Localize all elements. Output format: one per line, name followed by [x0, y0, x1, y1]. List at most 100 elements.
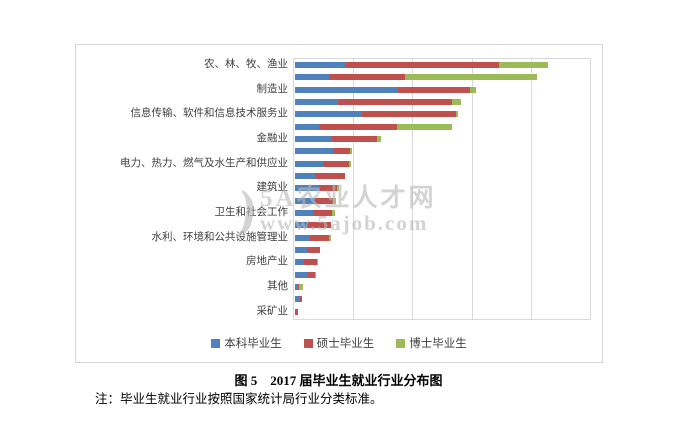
- figure-caption: 图 5 2017 届毕业生就业行业分布图: [234, 373, 443, 388]
- category-label: 其他: [267, 280, 288, 292]
- bar-segment-undergrad: [295, 284, 298, 291]
- legend-label: 硕士毕业生: [316, 338, 375, 350]
- bar-segment-master: [398, 86, 471, 93]
- bars-layer: 农、林、牧、渔业制造业信息传输、软件和信息技术服务业金融业电力、热力、燃气及水生…: [76, 59, 602, 318]
- bar-track: [295, 284, 303, 291]
- bar-segment-doctor: [396, 123, 453, 130]
- bar-segment-doctor: [376, 136, 381, 143]
- gridline: [353, 59, 355, 319]
- legend-swatch-icon: [211, 338, 221, 348]
- legend-swatch-icon: [303, 338, 313, 348]
- bar-segment-doctor: [350, 148, 353, 155]
- bar-track: [295, 234, 332, 241]
- bar-track: [295, 296, 302, 303]
- bar-row: 金融业: [76, 133, 602, 145]
- bar-segment-master: [314, 197, 334, 204]
- bar-track: [295, 259, 319, 266]
- bar-segment-doctor: [299, 284, 303, 291]
- bar-row: 信息传输、软件和信息技术服务业: [76, 108, 602, 120]
- bar-segment-undergrad: [295, 111, 363, 118]
- legend-entry: 本科毕业生: [211, 335, 282, 351]
- bar-track: [295, 62, 549, 69]
- bar-track: [295, 74, 537, 81]
- bar-row: [76, 145, 602, 157]
- bar-track: [295, 173, 345, 180]
- bar-segment-master: [318, 123, 397, 130]
- bar-row: 其他: [76, 281, 602, 293]
- category-label: 水利、环境和公共设施管理业: [151, 231, 289, 243]
- bar-segment-undergrad: [295, 99, 339, 106]
- bar-segment-doctor: [337, 185, 340, 192]
- bar-track: [295, 111, 458, 118]
- bar-segment-master: [308, 222, 332, 229]
- category-label: 农、林、牧、渔业: [204, 58, 288, 70]
- bar-segment-undergrad: [295, 185, 319, 192]
- bar-row: [76, 244, 602, 256]
- legend-swatch-icon: [396, 338, 406, 348]
- bar-row: 房地产业: [76, 256, 602, 268]
- bar-segment-master: [309, 234, 329, 241]
- bar-row: 农、林、牧、渔业: [76, 59, 602, 71]
- bar-segment-master: [295, 308, 298, 315]
- bar-segment-undergrad: [295, 136, 332, 143]
- legend-entry: 硕士毕业生: [303, 335, 375, 351]
- legend-label: 博士毕业生: [409, 338, 467, 350]
- bar-row: [76, 121, 602, 133]
- bar-segment-doctor: [348, 160, 352, 167]
- bar-segment-master: [314, 173, 345, 180]
- bar-track: [295, 148, 353, 155]
- bar-row: 电力、热力、燃气及水生产和供应业: [76, 158, 602, 170]
- category-label: 建筑业: [256, 182, 289, 194]
- bar-track: [295, 210, 335, 217]
- bar-row: [76, 170, 602, 182]
- category-label: 卫生和社会工作: [214, 206, 289, 218]
- bar-track: [295, 123, 453, 130]
- bar-row: 卫生和社会工作: [76, 207, 602, 219]
- bar-segment-master: [331, 136, 377, 143]
- bar-row: [76, 96, 602, 108]
- bar-segment-master: [312, 210, 332, 217]
- bar-segment-doctor: [456, 111, 458, 118]
- bar-segment-master: [299, 296, 302, 303]
- bar-segment-doctor: [314, 271, 316, 278]
- bar-segment-undergrad: [295, 222, 309, 229]
- bar-segment-undergrad: [295, 74, 330, 81]
- bar-segment-doctor: [405, 74, 537, 81]
- bar-segment-master: [306, 247, 321, 254]
- bar-segment-undergrad: [295, 210, 313, 217]
- bar-segment-undergrad: [295, 271, 309, 278]
- bar-segment-doctor: [451, 99, 462, 106]
- bar-segment-master: [303, 259, 317, 266]
- gridline: [530, 59, 532, 319]
- bar-track: [295, 308, 298, 315]
- bar-row: [76, 195, 602, 207]
- bar-track: [295, 86, 477, 93]
- category-label: 信息传输、软件和信息技术服务业: [130, 108, 289, 120]
- bar-track: [295, 247, 321, 254]
- bar-segment-doctor: [316, 259, 319, 266]
- bar-segment-undergrad: [295, 173, 315, 180]
- gridline: [412, 59, 414, 319]
- bar-track: [295, 271, 316, 278]
- bar-segment-master: [329, 74, 406, 81]
- bar-segment-master: [333, 148, 351, 155]
- category-label: 电力、热力、燃气及水生产和供应业: [120, 157, 288, 169]
- bar-segment-undergrad: [295, 259, 304, 266]
- bar-segment-undergrad: [295, 148, 334, 155]
- gridline: [471, 59, 473, 319]
- chart-figure: 农、林、牧、渔业制造业信息传输、软件和信息技术服务业金融业电力、热力、燃气及水生…: [75, 44, 603, 363]
- bar-segment-doctor: [328, 234, 332, 241]
- legend-entry: 博士毕业生: [396, 335, 467, 351]
- bar-segment-master: [297, 284, 300, 291]
- category-label: 采矿业: [256, 305, 289, 317]
- bar-segment-undergrad: [295, 247, 307, 254]
- bar-row: 制造业: [76, 84, 602, 96]
- bar-row: 采矿业: [76, 306, 602, 318]
- category-label: 房地产业: [246, 256, 288, 268]
- bar-segment-master: [318, 185, 338, 192]
- bar-segment-doctor: [333, 197, 337, 204]
- bar-segment-master: [308, 271, 315, 278]
- bar-segment-doctor: [470, 86, 477, 93]
- bar-row: 建筑业: [76, 182, 602, 194]
